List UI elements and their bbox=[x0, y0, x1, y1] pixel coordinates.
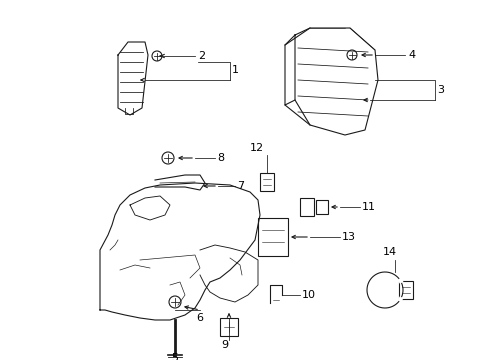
Text: 9: 9 bbox=[221, 340, 228, 350]
Text: 10: 10 bbox=[302, 290, 315, 300]
Text: 8: 8 bbox=[217, 153, 224, 163]
Bar bbox=[315, 200, 327, 214]
Bar bbox=[299, 198, 313, 216]
Text: 14: 14 bbox=[382, 247, 396, 257]
Text: 6: 6 bbox=[196, 313, 203, 323]
Bar bbox=[398, 281, 412, 299]
Text: 13: 13 bbox=[341, 232, 355, 242]
Text: 12: 12 bbox=[249, 143, 264, 153]
Text: 2: 2 bbox=[198, 51, 204, 61]
Text: 4: 4 bbox=[407, 50, 414, 60]
Text: 1: 1 bbox=[231, 65, 239, 75]
Bar bbox=[260, 173, 273, 191]
Text: 11: 11 bbox=[361, 202, 375, 212]
Bar bbox=[220, 318, 238, 336]
Text: 7: 7 bbox=[237, 181, 244, 191]
Bar bbox=[258, 218, 287, 256]
Text: 3: 3 bbox=[436, 85, 443, 95]
Text: 5: 5 bbox=[171, 353, 178, 360]
